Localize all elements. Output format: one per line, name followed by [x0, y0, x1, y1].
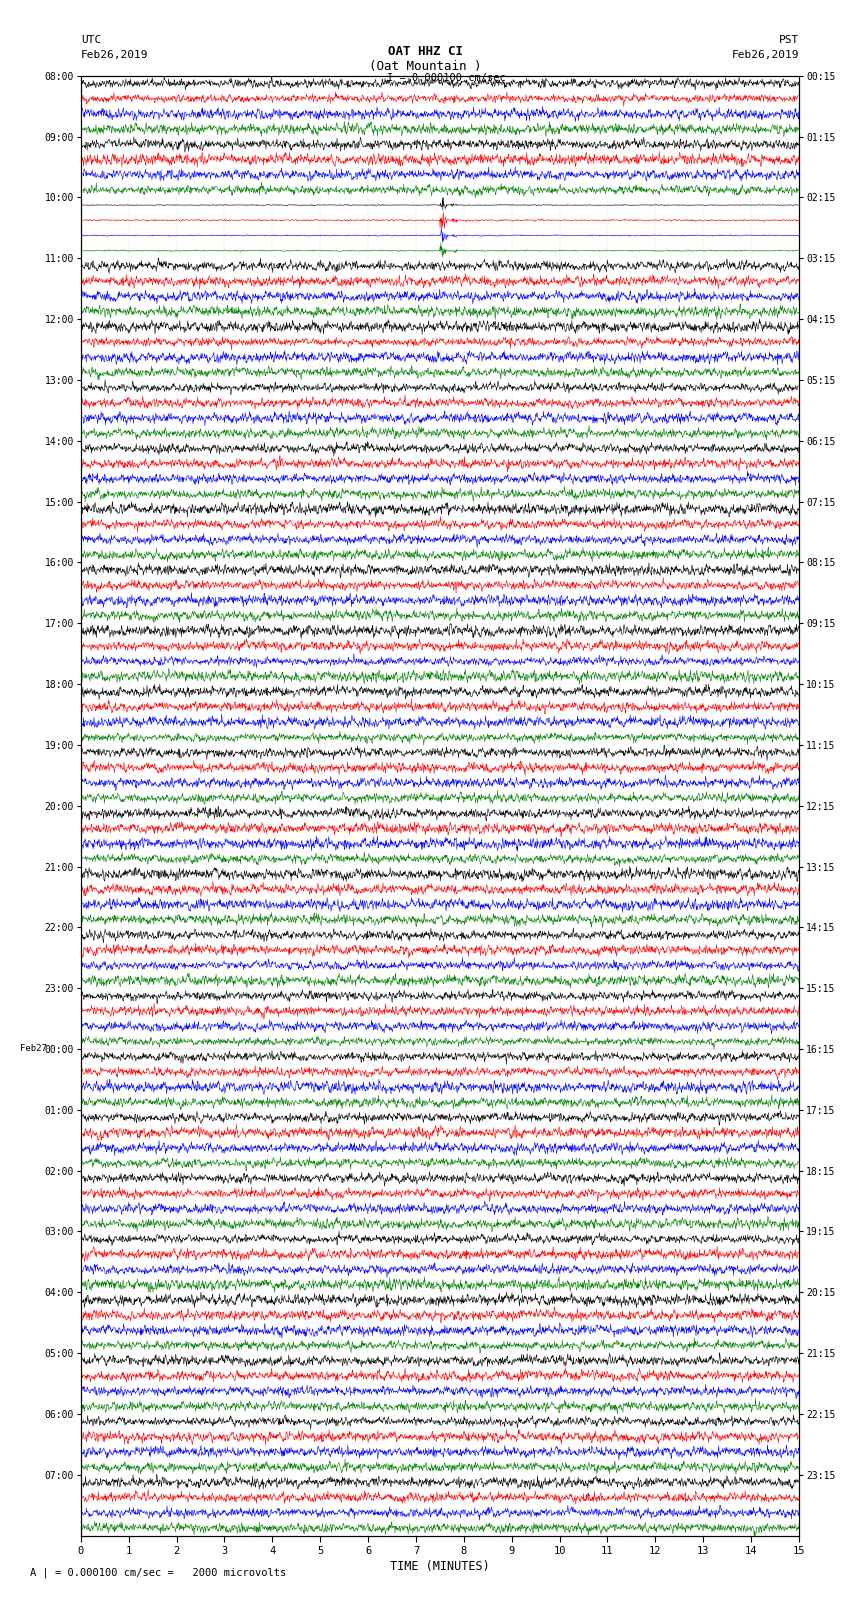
Text: I = 0.000100 cm/sec: I = 0.000100 cm/sec — [387, 73, 506, 84]
Text: UTC: UTC — [81, 35, 101, 45]
Text: OAT HHZ CI: OAT HHZ CI — [388, 45, 462, 58]
Text: Feb27: Feb27 — [20, 1045, 48, 1053]
Text: A | = 0.000100 cm/sec =   2000 microvolts: A | = 0.000100 cm/sec = 2000 microvolts — [30, 1566, 286, 1578]
Text: (Oat Mountain ): (Oat Mountain ) — [369, 60, 481, 73]
Text: Feb26,2019: Feb26,2019 — [732, 50, 799, 60]
X-axis label: TIME (MINUTES): TIME (MINUTES) — [390, 1560, 490, 1573]
Text: PST: PST — [779, 35, 799, 45]
Text: Feb26,2019: Feb26,2019 — [81, 50, 148, 60]
